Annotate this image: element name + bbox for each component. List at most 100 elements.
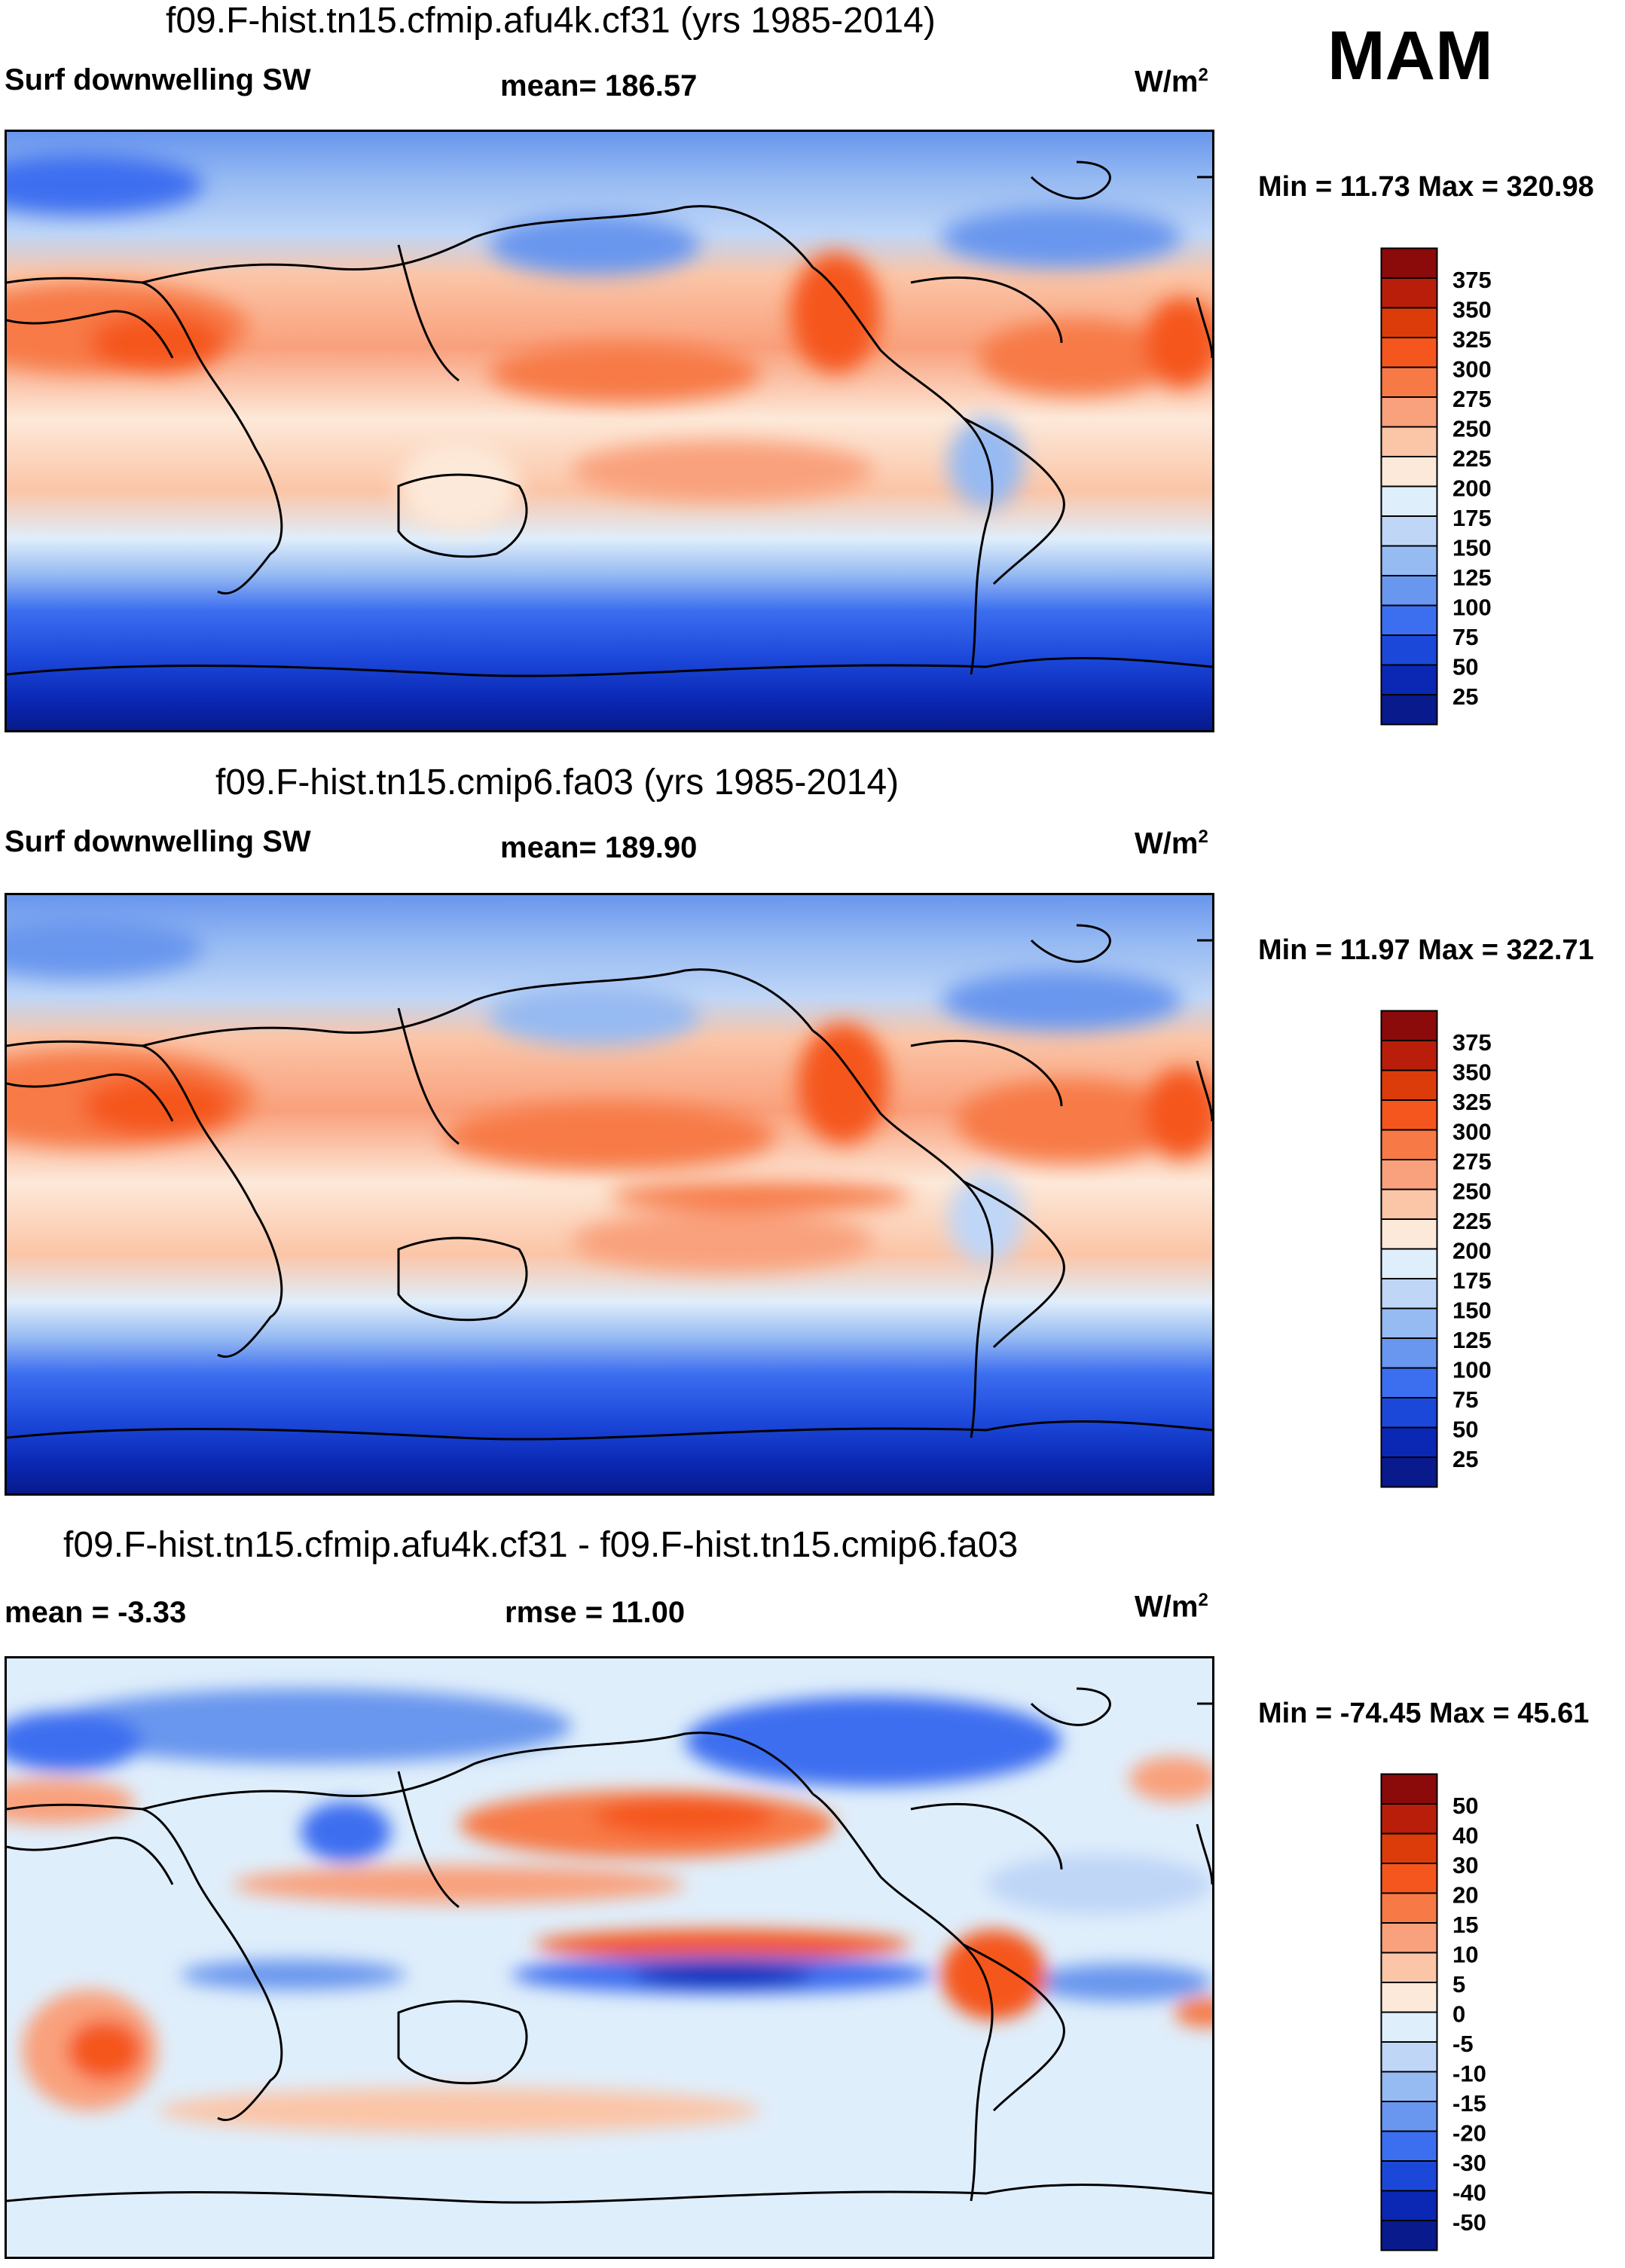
colorbar-swatch xyxy=(1380,1129,1438,1160)
colorbar-tick-label: -30 xyxy=(1452,2150,1486,2176)
colorbar-swatch xyxy=(1380,1892,1438,1924)
colorbar-tick-label: 325 xyxy=(1452,326,1492,353)
colorbar-tick-label: 300 xyxy=(1452,1119,1492,1145)
panel2-title: f09.F-hist.tn15.cmip6.fa03 (yrs 1985-201… xyxy=(215,763,900,802)
abs-colorbar-svg: 375 350 325 300 275 250 225 200 175 150 125 100 75 50… xyxy=(1380,1010,1492,1488)
colorbar-swatch xyxy=(1380,604,1438,636)
colorbar-swatch xyxy=(1380,2071,1438,2102)
colorbar-swatch xyxy=(1380,1069,1438,1101)
panel3-mean-label: mean = -3.33 xyxy=(5,1596,187,1629)
colorbar-swatch xyxy=(1380,1397,1438,1429)
colorbar-swatch xyxy=(1380,1278,1438,1310)
colorbar-tick-label: 300 xyxy=(1452,356,1492,383)
panel3-title: f09.F-hist.tn15.cfmip.afu4k.cf31 - f09.F… xyxy=(63,1525,1019,1565)
colorbar-swatch xyxy=(1380,1982,1438,2013)
panel2-map xyxy=(5,893,1214,1496)
colorbar-tick-label: 350 xyxy=(1452,1059,1492,1086)
colorbar-tick-label: -10 xyxy=(1452,2061,1486,2087)
colorbar-swatch xyxy=(1380,2011,1438,2043)
colorbar-swatch xyxy=(1380,366,1438,398)
panel1-coastlines xyxy=(7,160,1212,677)
panel1-mean-label: mean= 186.57 xyxy=(500,69,698,102)
colorbar-swatch xyxy=(1380,694,1438,726)
colorbar-swatch xyxy=(1380,1832,1438,1864)
panel3-rmse-label: rmse = 11.00 xyxy=(505,1596,686,1629)
colorbar-tick-label: 175 xyxy=(1452,505,1492,531)
colorbar-tick-label: 350 xyxy=(1452,297,1492,323)
colorbar-tick-label: -20 xyxy=(1452,2120,1486,2147)
colorbar-swatch xyxy=(1380,2130,1438,2162)
panel2-coastlines xyxy=(7,924,1212,1441)
panel3-coastlines xyxy=(7,1687,1212,2204)
colorbar-tick-label: -15 xyxy=(1452,2090,1486,2117)
colorbar-swatch xyxy=(1380,485,1438,517)
colorbar-swatch xyxy=(1380,2101,1438,2132)
colorbar-swatch xyxy=(1380,456,1438,488)
colorbar-tick-label: 275 xyxy=(1452,386,1492,412)
colorbar-tick-label: -40 xyxy=(1452,2180,1486,2206)
colorbar-swatch xyxy=(1380,307,1438,338)
colorbar-swatch xyxy=(1380,1922,1438,1954)
colorbar-tick-label: 30 xyxy=(1452,1852,1478,1878)
colorbar-swatch xyxy=(1380,247,1438,279)
colorbar-tick-label: 15 xyxy=(1452,1912,1478,1938)
colorbar-tick-label: 250 xyxy=(1452,416,1492,442)
colorbar-tick-label: 150 xyxy=(1452,1298,1492,1324)
colorbar-swatch xyxy=(1380,1307,1438,1339)
panel1-map xyxy=(5,130,1214,732)
colorbar-swatch xyxy=(1380,396,1438,428)
colorbar-swatch xyxy=(1380,2160,1438,2192)
colorbar-tick-label: 75 xyxy=(1452,1386,1478,1413)
colorbar-tick-label: 200 xyxy=(1452,475,1492,502)
panel3-units: W/m2 xyxy=(1135,1590,1208,1624)
colorbar-tick-label: 200 xyxy=(1452,1238,1492,1264)
colorbar-tick-label: 375 xyxy=(1452,267,1492,293)
colorbar-swatch xyxy=(1380,1337,1438,1369)
colorbar-tick-label: 100 xyxy=(1452,1357,1492,1383)
colorbar-swatch xyxy=(1380,2220,1438,2251)
colorbar-tick-label: 75 xyxy=(1452,624,1478,650)
colorbar-tick-label: 325 xyxy=(1452,1089,1492,1115)
colorbar-tick-label: 40 xyxy=(1452,1823,1478,1849)
colorbar-swatch xyxy=(1380,277,1438,309)
colorbar-swatch xyxy=(1380,634,1438,666)
panel1-variable-label: Surf downwelling SW xyxy=(5,63,311,96)
colorbar-tick-label: 0 xyxy=(1452,2001,1465,2028)
panel3-map xyxy=(5,1656,1214,2259)
colorbar-swatch xyxy=(1380,545,1438,576)
colorbar-tick-label: -5 xyxy=(1452,2031,1474,2057)
panel3-colorbar: 50 40 30 20 15 10 5 0 -5 -10 -15 -20 -30 -40 -50 xyxy=(1380,1773,1531,2254)
colorbar-swatch xyxy=(1380,1456,1438,1488)
colorbar-swatch xyxy=(1380,1367,1438,1398)
colorbar-swatch xyxy=(1380,1218,1438,1250)
colorbar-swatch xyxy=(1380,1773,1438,1805)
colorbar-swatch xyxy=(1380,1863,1438,1894)
panel2-colorbar: 375 350 325 300 275 250 225 200 175 150 125 100 75 50… xyxy=(1380,1010,1531,1490)
colorbar-swatch xyxy=(1380,1010,1438,1041)
colorbar-tick-label: 25 xyxy=(1452,683,1478,710)
colorbar-tick-label: 125 xyxy=(1452,564,1492,591)
colorbar-tick-label: 50 xyxy=(1452,1793,1478,1819)
colorbar-tick-label: 150 xyxy=(1452,535,1492,561)
colorbar-tick-label: 10 xyxy=(1452,1942,1478,1968)
colorbar-tick-label: 225 xyxy=(1452,445,1492,472)
panel2-units: W/m2 xyxy=(1135,827,1208,860)
colorbar-tick-label: 50 xyxy=(1452,654,1478,680)
panel3-minmax: Min = -74.45 Max = 45.61 xyxy=(1258,1698,1590,1729)
panel1-units: W/m2 xyxy=(1135,65,1208,99)
colorbar-tick-label: 50 xyxy=(1452,1417,1478,1443)
abs-colorbar-svg: 375 350 325 300 275 250 225 200 175 150 125 100 75 50… xyxy=(1380,247,1492,726)
colorbar-swatch xyxy=(1380,2041,1438,2073)
panel2-mean-label: mean= 189.90 xyxy=(500,831,698,864)
colorbar-tick-label: 20 xyxy=(1452,1882,1478,1909)
panel2-variable-label: Surf downwelling SW xyxy=(5,825,311,858)
colorbar-swatch xyxy=(1380,664,1438,695)
colorbar-swatch xyxy=(1380,1248,1438,1279)
colorbar-tick-label: 25 xyxy=(1452,1446,1478,1472)
colorbar-swatch xyxy=(1380,337,1438,368)
colorbar-swatch xyxy=(1380,1099,1438,1131)
colorbar-swatch xyxy=(1380,2190,1438,2221)
colorbar-tick-label: 5 xyxy=(1452,1971,1465,1997)
colorbar-tick-label: 225 xyxy=(1452,1208,1492,1234)
